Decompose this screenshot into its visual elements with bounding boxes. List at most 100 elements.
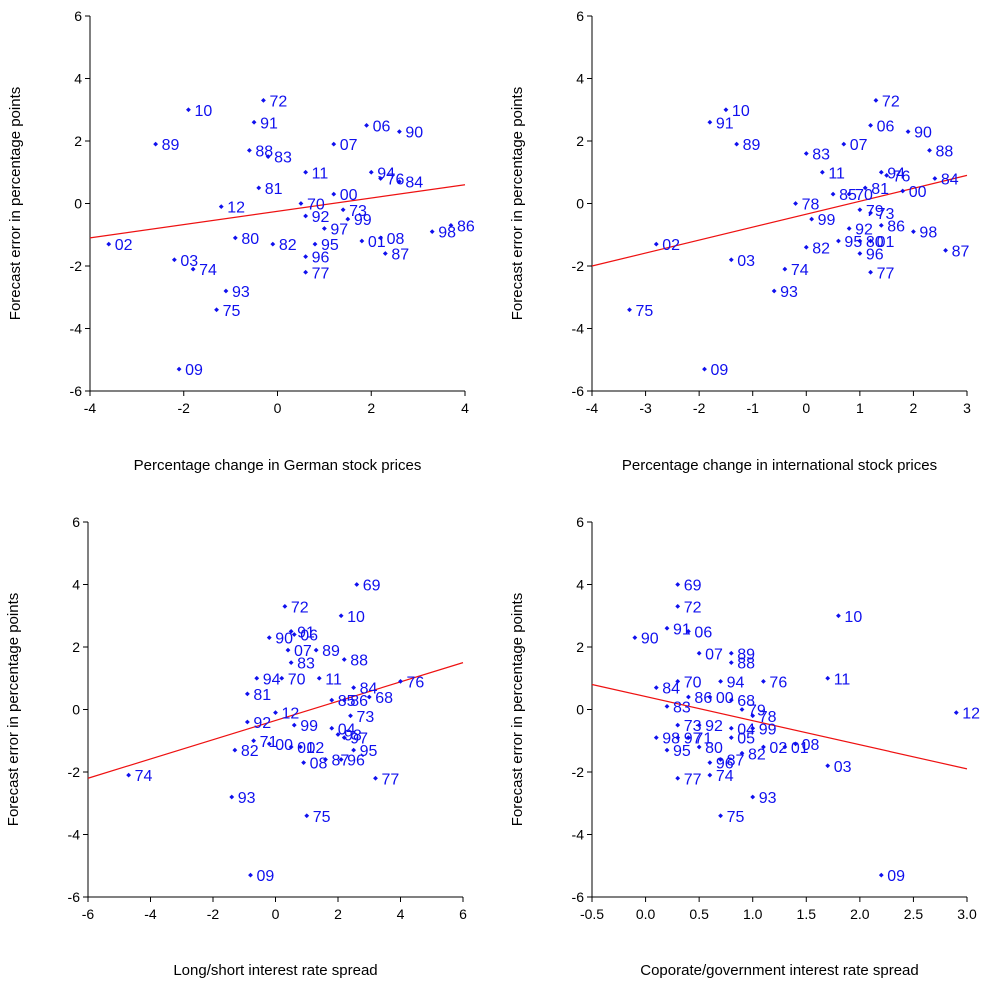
data-point bbox=[830, 191, 836, 197]
data-point bbox=[723, 107, 729, 113]
point-label: 86 bbox=[350, 693, 368, 710]
data-point bbox=[696, 722, 702, 728]
point-label: 94 bbox=[887, 165, 905, 182]
point-label: 10 bbox=[732, 103, 750, 120]
x-tick-label: -4 bbox=[144, 906, 157, 922]
data-point bbox=[664, 625, 670, 631]
point-label: 82 bbox=[812, 240, 830, 257]
y-tick-label: -4 bbox=[572, 827, 585, 843]
data-point bbox=[291, 722, 297, 728]
point-label: 06 bbox=[300, 628, 318, 645]
point-label: 89 bbox=[737, 646, 755, 663]
x-tick-label: 4 bbox=[397, 906, 405, 922]
data-point bbox=[793, 741, 798, 747]
x-axis-title: Percentage change in international stock… bbox=[622, 457, 937, 474]
data-point bbox=[304, 813, 310, 819]
point-label: 01 bbox=[877, 234, 895, 251]
data-point bbox=[340, 207, 346, 213]
data-point bbox=[378, 235, 384, 241]
point-label: 88 bbox=[936, 143, 954, 160]
data-point bbox=[653, 685, 659, 691]
data-point bbox=[675, 582, 681, 587]
data-point bbox=[429, 229, 435, 235]
data-point bbox=[750, 713, 756, 719]
point-label: 74 bbox=[716, 768, 734, 785]
y-tick-label: 6 bbox=[74, 8, 82, 24]
point-label: 78 bbox=[759, 709, 777, 726]
x-tick-label: -6 bbox=[82, 906, 95, 922]
point-label: 90 bbox=[641, 631, 659, 648]
point-label: 81 bbox=[265, 181, 283, 198]
data-point bbox=[782, 266, 788, 272]
data-point bbox=[329, 697, 335, 703]
point-label: 74 bbox=[791, 262, 809, 279]
data-point bbox=[627, 307, 632, 313]
point-label: 86 bbox=[457, 218, 475, 235]
x-tick-label: 6 bbox=[459, 906, 467, 922]
data-point bbox=[782, 744, 788, 750]
point-label: 73 bbox=[357, 709, 375, 726]
x-tick-label: 1.5 bbox=[797, 906, 817, 922]
point-label: 03 bbox=[180, 253, 198, 270]
point-label: 99 bbox=[759, 721, 777, 738]
data-point bbox=[728, 725, 734, 731]
point-label: 11 bbox=[828, 165, 845, 182]
point-label: 96 bbox=[716, 756, 734, 773]
point-label: 95 bbox=[360, 743, 378, 760]
data-point bbox=[186, 107, 191, 113]
data-point bbox=[696, 650, 702, 656]
x-tick-label: -2 bbox=[178, 400, 191, 416]
point-label: 84 bbox=[405, 175, 423, 192]
point-label: 94 bbox=[263, 671, 281, 688]
data-point bbox=[229, 794, 235, 800]
data-point bbox=[398, 678, 403, 684]
data-point bbox=[232, 747, 238, 753]
point-label: 83 bbox=[673, 699, 691, 716]
y-tick-label: -2 bbox=[68, 764, 81, 780]
point-label: 84 bbox=[662, 681, 680, 698]
data-point bbox=[686, 628, 691, 634]
point-label: 95 bbox=[673, 743, 691, 760]
point-label: 75 bbox=[313, 809, 331, 826]
point-label: 96 bbox=[312, 250, 330, 267]
data-point bbox=[905, 129, 911, 135]
data-point bbox=[251, 119, 257, 125]
point-label: 76 bbox=[769, 674, 787, 691]
data-point bbox=[321, 226, 327, 231]
data-point bbox=[331, 141, 337, 147]
data-point bbox=[396, 179, 402, 185]
x-tick-label: 4 bbox=[461, 400, 469, 416]
y-axis-title: Forecast error in percentage points bbox=[509, 87, 526, 320]
data-point bbox=[718, 757, 723, 762]
data-point bbox=[675, 603, 681, 609]
point-label: 91 bbox=[297, 624, 315, 641]
data-point bbox=[265, 154, 271, 160]
data-point bbox=[303, 269, 309, 275]
data-point bbox=[301, 760, 307, 766]
data-point bbox=[303, 254, 309, 260]
y-tick-label: 4 bbox=[72, 577, 80, 593]
point-label: 86 bbox=[694, 690, 712, 707]
y-axis-title: Forecast error in percentage points bbox=[5, 593, 22, 826]
y-tick-label: 0 bbox=[74, 196, 82, 212]
data-point bbox=[900, 188, 906, 194]
point-label: 85 bbox=[839, 187, 857, 204]
point-label: 96 bbox=[866, 247, 884, 264]
data-point bbox=[273, 710, 278, 716]
point-label: 87 bbox=[391, 247, 409, 264]
point-label: 75 bbox=[727, 809, 745, 826]
point-label: 81 bbox=[871, 181, 889, 198]
x-tick-label: 3 bbox=[963, 400, 971, 416]
data-point bbox=[298, 201, 304, 206]
y-tick-label: 4 bbox=[74, 71, 82, 87]
point-label: 05 bbox=[737, 731, 755, 748]
point-label: 92 bbox=[855, 222, 873, 239]
point-label: 83 bbox=[297, 656, 315, 673]
point-label: 68 bbox=[375, 690, 393, 707]
point-label: 76 bbox=[893, 168, 911, 185]
point-label: 11 bbox=[325, 671, 342, 688]
data-point bbox=[653, 241, 659, 247]
x-tick-label: -4 bbox=[84, 400, 97, 416]
x-axis-title: Coporate/government interest rate spread bbox=[640, 962, 919, 979]
